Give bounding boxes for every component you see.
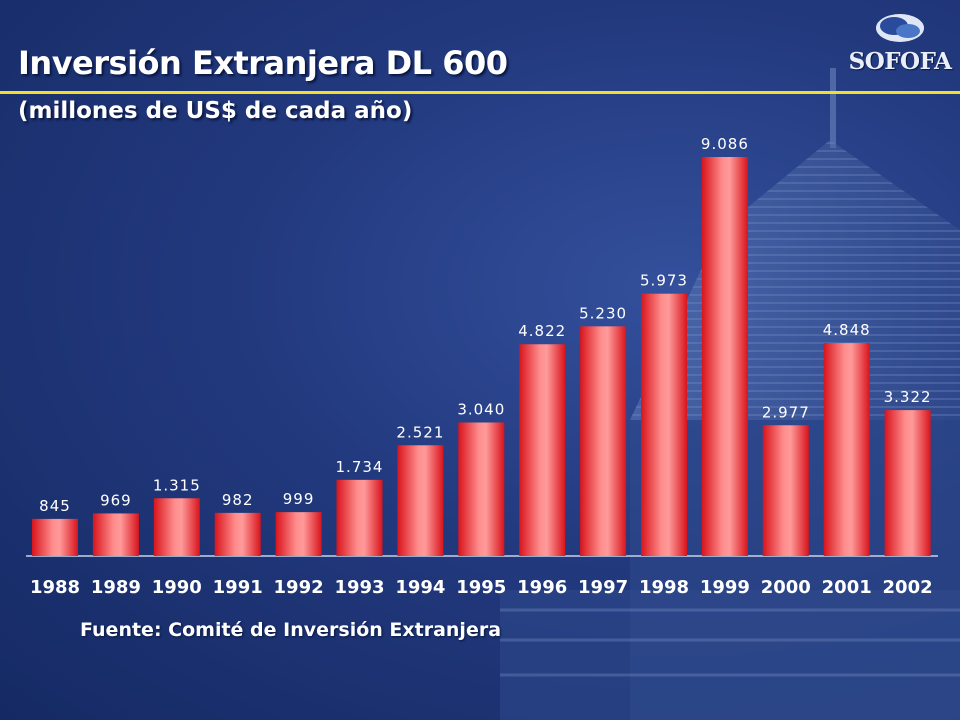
- tick-label-1992: 1992: [274, 577, 324, 598]
- bar-1998: [641, 293, 687, 556]
- data-label-1993: 1.734: [336, 458, 384, 476]
- data-label-1991: 982: [222, 491, 254, 509]
- data-label-1998: 5.973: [640, 272, 688, 290]
- tick-label-1996: 1996: [517, 577, 567, 598]
- data-label-1997: 5.230: [579, 304, 627, 322]
- data-label-1989: 969: [100, 491, 132, 509]
- source-note: Fuente: Comité de Inversión Extranjera: [80, 619, 502, 641]
- tick-label-1997: 1997: [578, 577, 628, 598]
- tick-label-1991: 1991: [213, 577, 263, 598]
- tick-label-1993: 1993: [334, 577, 384, 598]
- tick-label-1989: 1989: [91, 577, 141, 598]
- bar-2002: [884, 410, 931, 556]
- slide-subtitle: (millones de US$ de cada año): [18, 98, 413, 124]
- title-rule: [0, 91, 960, 94]
- data-label-1999: 9.086: [701, 135, 749, 153]
- data-label-2000: 2.977: [762, 403, 810, 421]
- tick-label-1998: 1998: [639, 577, 689, 598]
- tick-label-1995: 1995: [456, 577, 506, 598]
- logo-text: SOFOFA: [848, 48, 952, 75]
- tick-label-1994: 1994: [395, 577, 445, 598]
- data-label-1996: 4.822: [518, 322, 566, 340]
- slide-title: Inversión Extranjera DL 600: [18, 44, 508, 82]
- bar-1997: [580, 326, 627, 556]
- bar-2001: [823, 343, 870, 556]
- bar-1996: [519, 344, 566, 556]
- bar-1991: [214, 512, 261, 556]
- tick-label-1999: 1999: [700, 577, 750, 598]
- data-label-1995: 3.040: [457, 401, 505, 419]
- bar-1989: [92, 513, 139, 556]
- data-label-2002: 3.322: [884, 388, 932, 406]
- bar-1990: [153, 498, 200, 556]
- bar-1993: [336, 479, 383, 556]
- tick-label-1988: 1988: [30, 577, 80, 598]
- bar-1999: [701, 157, 748, 556]
- bar-2000: [762, 425, 809, 556]
- tick-label-2000: 2000: [761, 577, 811, 598]
- sofofa-logo: SOFOFA: [848, 10, 952, 76]
- data-label-1992: 999: [283, 490, 315, 508]
- bar-1992: [275, 512, 322, 556]
- bar-1988: [32, 518, 78, 556]
- bar-1994: [397, 445, 444, 556]
- data-label-2001: 4.848: [823, 321, 871, 339]
- data-label-1994: 2.521: [396, 423, 444, 441]
- data-label-1990: 1.315: [153, 476, 201, 494]
- bar-1995: [458, 422, 505, 556]
- data-label-1988: 845: [39, 497, 71, 515]
- logo-mark-icon: [876, 14, 924, 42]
- tick-label-1990: 1990: [152, 577, 202, 598]
- tick-label-2001: 2001: [822, 577, 872, 598]
- tick-label-2002: 2002: [883, 577, 933, 598]
